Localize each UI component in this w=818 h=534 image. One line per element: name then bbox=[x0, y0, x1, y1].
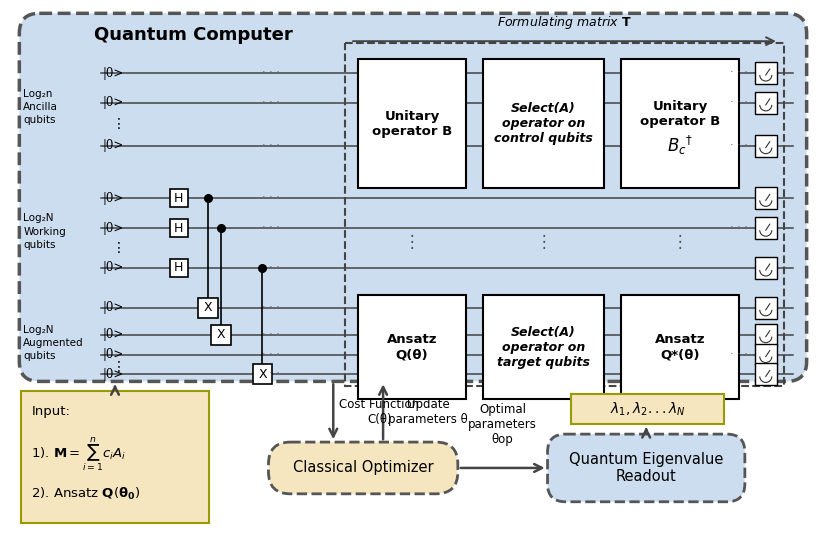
Text: X: X bbox=[216, 328, 225, 341]
Bar bbox=[622, 59, 739, 189]
Text: X: X bbox=[204, 301, 212, 315]
Bar bbox=[483, 59, 605, 189]
Text: Update
parameters θ: Update parameters θ bbox=[388, 398, 468, 426]
Text: · · ·: · · · bbox=[730, 222, 748, 232]
Text: 2). Ansatz $\mathbf{Q}(\mathbf{\theta_0})$: 2). Ansatz $\mathbf{Q}(\mathbf{\theta_0}… bbox=[31, 486, 141, 502]
Text: |0>: |0> bbox=[102, 301, 124, 315]
Bar bbox=[755, 92, 777, 114]
Text: · · ·: · · · bbox=[730, 139, 748, 150]
Bar bbox=[622, 295, 739, 399]
Bar bbox=[755, 297, 777, 319]
Text: · · ·: · · · bbox=[262, 222, 280, 232]
Bar bbox=[170, 190, 188, 207]
Text: Quantum Eigenvalue
Readout: Quantum Eigenvalue Readout bbox=[569, 452, 723, 484]
Text: $B_c{}^{\dagger}$: $B_c{}^{\dagger}$ bbox=[667, 134, 693, 157]
Text: |0>: |0> bbox=[102, 368, 124, 381]
Text: · · ·: · · · bbox=[262, 368, 280, 379]
Bar bbox=[21, 391, 209, 523]
Bar bbox=[755, 343, 777, 365]
Bar bbox=[483, 295, 605, 399]
Text: Formulating matrix $\mathbf{T}$: Formulating matrix $\mathbf{T}$ bbox=[497, 14, 631, 31]
Text: · · ·: · · · bbox=[262, 97, 280, 107]
Text: Log₂n
Ancilla
qubits: Log₂n Ancilla qubits bbox=[24, 89, 58, 125]
Text: |0>: |0> bbox=[102, 67, 124, 80]
Text: Unitary
operator B: Unitary operator B bbox=[640, 100, 720, 128]
Text: ⋮: ⋮ bbox=[403, 233, 420, 250]
Text: · · ·: · · · bbox=[730, 67, 748, 77]
Bar bbox=[211, 325, 231, 344]
Bar bbox=[170, 259, 188, 277]
Text: · · ·: · · · bbox=[262, 349, 280, 358]
Text: |0>: |0> bbox=[102, 96, 124, 109]
Bar bbox=[755, 217, 777, 239]
Text: · · ·: · · · bbox=[730, 97, 748, 107]
Text: Ansatz
Q*(θ): Ansatz Q*(θ) bbox=[655, 333, 705, 361]
Bar bbox=[755, 187, 777, 209]
Text: Cost Function
C(θ): Cost Function C(θ) bbox=[339, 398, 420, 426]
Text: ⋮: ⋮ bbox=[112, 117, 126, 131]
Text: |0>: |0> bbox=[102, 262, 124, 274]
Bar bbox=[253, 365, 272, 384]
Bar bbox=[358, 295, 465, 399]
Text: · · ·: · · · bbox=[262, 262, 280, 272]
Text: ⋮: ⋮ bbox=[672, 233, 689, 250]
Bar bbox=[170, 219, 188, 237]
Bar bbox=[358, 59, 465, 189]
Text: · · ·: · · · bbox=[262, 302, 280, 312]
Text: ⋮: ⋮ bbox=[112, 360, 126, 374]
FancyBboxPatch shape bbox=[547, 434, 745, 502]
Text: |0>: |0> bbox=[102, 328, 124, 341]
Bar bbox=[755, 62, 777, 84]
Text: 1). $\mathbf{M} = \sum_{i=1}^{n} c_i A_i$: 1). $\mathbf{M} = \sum_{i=1}^{n} c_i A_i… bbox=[31, 436, 127, 474]
Bar bbox=[198, 298, 218, 318]
Text: Classical Optimizer: Classical Optimizer bbox=[293, 460, 434, 475]
Text: Input:: Input: bbox=[31, 405, 70, 418]
Text: · · ·: · · · bbox=[262, 67, 280, 77]
Text: |0>: |0> bbox=[102, 192, 124, 205]
Text: Select(A)
operator on
control qubits: Select(A) operator on control qubits bbox=[494, 102, 593, 145]
Bar bbox=[755, 257, 777, 279]
Text: H: H bbox=[174, 222, 183, 235]
Text: Log₂N
Augmented
qubits: Log₂N Augmented qubits bbox=[24, 325, 84, 361]
Bar bbox=[755, 135, 777, 156]
Text: ⋮: ⋮ bbox=[112, 241, 126, 255]
Bar bbox=[345, 43, 784, 387]
Text: Optimal
parameters
θop: Optimal parameters θop bbox=[468, 403, 537, 446]
Bar bbox=[572, 394, 724, 424]
Text: |0>: |0> bbox=[102, 348, 124, 361]
Text: · · ·: · · · bbox=[262, 328, 280, 339]
Bar bbox=[755, 324, 777, 345]
Text: X: X bbox=[258, 368, 267, 381]
Text: · · ·: · · · bbox=[262, 192, 280, 202]
Text: Quantum Computer: Quantum Computer bbox=[94, 26, 293, 44]
FancyBboxPatch shape bbox=[20, 13, 807, 381]
Text: $\lambda_1, \lambda_2 ... \lambda_N$: $\lambda_1, \lambda_2 ... \lambda_N$ bbox=[609, 400, 685, 418]
Text: Log₂N
Working
qubits: Log₂N Working qubits bbox=[24, 213, 66, 250]
Text: Unitary
operator B: Unitary operator B bbox=[372, 110, 452, 138]
Text: · · ·: · · · bbox=[262, 139, 280, 150]
Text: |0>: |0> bbox=[102, 139, 124, 152]
Text: H: H bbox=[174, 192, 183, 205]
Bar bbox=[755, 364, 777, 386]
Text: Select(A)
operator on
target qubits: Select(A) operator on target qubits bbox=[497, 326, 590, 368]
Text: |0>: |0> bbox=[102, 222, 124, 235]
Text: Ansatz
Q(θ): Ansatz Q(θ) bbox=[387, 333, 438, 361]
Text: · · ·: · · · bbox=[730, 349, 748, 358]
FancyBboxPatch shape bbox=[268, 442, 458, 494]
Text: ⋮: ⋮ bbox=[535, 233, 552, 250]
Text: H: H bbox=[174, 262, 183, 274]
